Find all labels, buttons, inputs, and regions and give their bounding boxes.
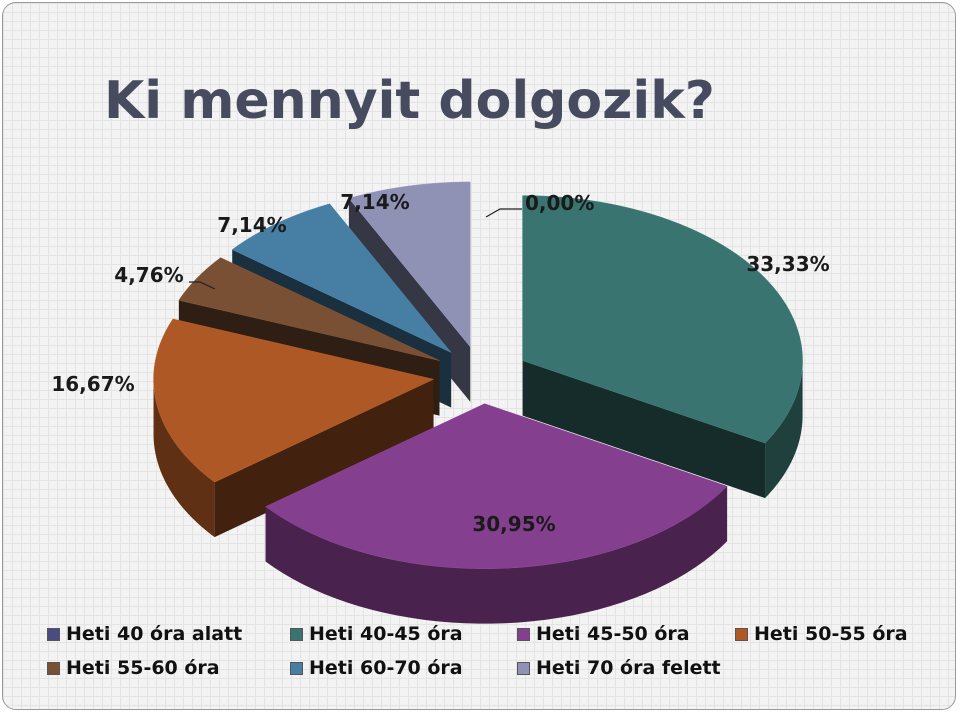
data-label-7: 7,14% bbox=[340, 190, 409, 214]
legend-swatch bbox=[47, 627, 60, 641]
slice-outer-walls bbox=[153, 360, 803, 624]
legend-item-4: Heti 50-55 óra bbox=[735, 623, 908, 645]
legend-swatch bbox=[517, 627, 530, 641]
slice-4 bbox=[153, 318, 435, 483]
legend-swatch bbox=[735, 627, 748, 641]
legend-swatch bbox=[290, 627, 303, 641]
leader-line-1 bbox=[485, 208, 522, 218]
slice-5 bbox=[178, 257, 440, 361]
legend-label: Heti 40-45 óra bbox=[309, 623, 463, 645]
legend-swatch bbox=[517, 661, 530, 675]
legend-label: Heti 50-55 óra bbox=[754, 623, 908, 645]
legend-item-1: Heti 40 óra alatt bbox=[47, 623, 242, 645]
data-label-1: 0,00% bbox=[525, 191, 594, 215]
legend-item-5: Heti 55-60 óra bbox=[47, 657, 220, 679]
legend-item-6: Heti 60-70 óra bbox=[290, 657, 463, 679]
slice-3 bbox=[265, 403, 728, 569]
slice-side-4 bbox=[214, 379, 434, 538]
slice-2 bbox=[522, 195, 803, 444]
legend-label: Heti 60-70 óra bbox=[309, 657, 463, 679]
legend-item-3: Heti 45-50 óra bbox=[517, 623, 690, 645]
slide-title: Ki mennyit dolgozik? bbox=[104, 71, 715, 131]
slice-tops bbox=[153, 181, 803, 569]
data-labels: 0,00% 33,33% 30,95% 16,67% 4,76% 7,14% 7,14% bbox=[51, 190, 829, 536]
leader-line-5 bbox=[189, 281, 216, 290]
data-label-5: 4,76% bbox=[114, 263, 183, 287]
slice-7 bbox=[348, 181, 471, 348]
legend-label: Heti 40 óra alatt bbox=[66, 623, 243, 645]
pie-chart: 0,00% 33,33% 30,95% 16,67% 4,76% 7,14% 7,14% bbox=[51, 181, 830, 624]
data-label-6: 7,14% bbox=[217, 213, 286, 237]
slice-outer-wall-3 bbox=[265, 486, 728, 624]
slice-side-2 bbox=[522, 360, 766, 499]
slice-6 bbox=[231, 203, 452, 353]
slice-outer-wall-2 bbox=[765, 360, 803, 499]
data-label-3: 30,95% bbox=[472, 512, 555, 536]
legend-item-7: Heti 70 óra felett bbox=[517, 657, 721, 679]
legend-label: Heti 70 óra felett bbox=[536, 657, 721, 679]
legend-label: Heti 45-50 óra bbox=[536, 623, 690, 645]
legend-label: Heti 55-60 óra bbox=[66, 657, 220, 679]
legend-swatch bbox=[47, 661, 60, 675]
data-label-4: 16,67% bbox=[51, 372, 134, 396]
legend-swatch bbox=[290, 661, 303, 675]
legend-item-2: Heti 40-45 óra bbox=[290, 623, 463, 645]
data-label-2: 33,33% bbox=[746, 252, 829, 276]
slice-outer-wall-4 bbox=[153, 379, 215, 538]
